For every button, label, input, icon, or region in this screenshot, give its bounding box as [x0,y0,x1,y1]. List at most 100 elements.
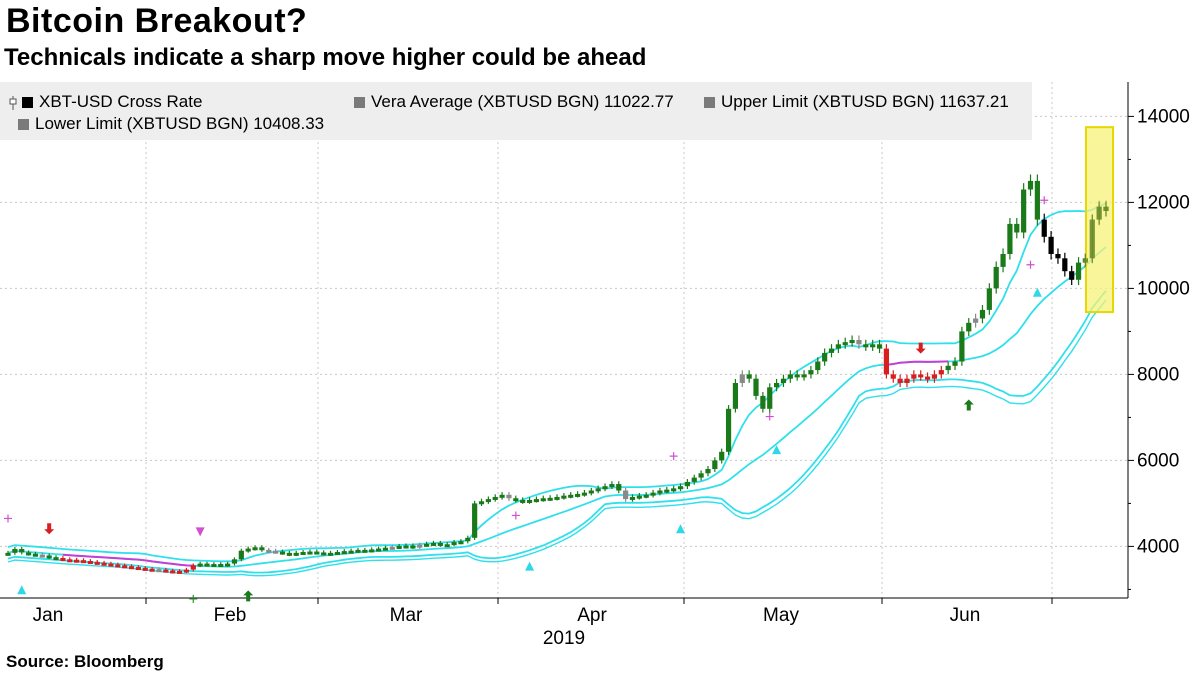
signal-triangle-up [772,445,782,455]
candle-body [293,552,299,556]
candle-body [12,548,18,553]
candle-body [197,563,203,567]
candle-body [231,559,238,564]
candle-body [286,552,292,556]
candle-body [973,318,979,323]
candle-body [616,484,622,491]
candle-body [822,352,828,362]
candle-body [94,561,100,565]
candle-body [499,494,505,498]
candle-body [424,543,430,547]
candle-body [403,545,409,549]
candle-body [1034,180,1040,220]
candle-body [609,484,615,488]
candle-body [307,551,313,555]
candle-body [417,544,423,548]
candle-body [719,451,725,461]
y-tick-label: 8000 [1137,364,1179,385]
y-tick-label: 6000 [1137,450,1179,471]
legend-label: Vera Average (XBTUSD BGN) 11022.77 [371,92,674,111]
candle-body [1055,254,1061,259]
signal-plus [511,511,520,520]
signal-plus [669,452,678,461]
candle-body [698,473,704,478]
candle-body [760,395,766,409]
candle-body [883,348,889,375]
legend-swatch-gray [18,118,29,130]
x-tick-label: Jan [33,605,64,626]
legend-item-lower-limit[interactable]: Lower Limit (XBTUSD BGN) 10408.33 [18,114,324,134]
candle-body [465,537,471,542]
candle-body [67,559,73,563]
signal-plus [765,412,774,421]
candle-body [835,344,841,349]
candle-body [259,547,265,551]
candle-body [856,340,862,345]
candle-body [1027,180,1034,190]
candle-body [993,266,999,289]
candle-body [588,490,594,494]
candle-body [533,499,540,503]
candle-body [684,481,690,487]
legend-swatch-black [22,96,33,108]
candle-body [156,569,162,573]
legend-item-upper-limit[interactable]: Upper Limit (XBTUSD BGN) 11637.21 [704,92,1009,112]
candle-body [183,569,190,573]
candle-body [574,493,581,497]
chart-title: Bitcoin Breakout? [6,2,308,40]
candle-icon [8,95,18,110]
candle-body-highlighted [1103,206,1109,211]
candle-body [849,340,855,343]
candle-body [952,361,958,366]
legend-item-vera-average[interactable]: Vera Average (XBTUSD BGN) 11022.77 [354,92,674,112]
candle-body [540,498,546,502]
signal-plus [1026,260,1035,269]
x-tick-label: Jun [950,605,981,626]
candle-body [60,558,66,562]
candle-body [444,544,450,548]
vera-average-line [7,246,1107,568]
candle-body [382,547,389,551]
candle-body [561,495,567,499]
candle-body [39,554,45,558]
signal-arrow-up [963,399,974,411]
candle-body [526,499,533,503]
candle-body [245,548,251,552]
candle-body [801,374,807,378]
signal-plus [4,514,12,523]
candle-body [472,503,478,538]
candle-body [142,567,148,571]
candle-body [753,378,759,396]
candle-body [863,344,869,348]
candle-body-highlighted [1096,206,1102,220]
candle-body [787,374,793,379]
candle-body [959,331,965,362]
candle-body [190,565,196,570]
candle-body [938,370,944,375]
candle-body [842,342,848,346]
candle-body [657,490,663,494]
y-tick-label: 14000 [1137,106,1190,127]
candle-body [774,383,780,388]
vera-average-down-segment [62,553,194,567]
candle-body [252,547,258,551]
candle-body [671,488,677,492]
candle-body [780,378,787,383]
candle-body [375,548,382,552]
candle-body [46,555,52,559]
candle-body [135,567,141,571]
candle-body [1069,271,1075,280]
candle-body [334,551,340,555]
legend-swatch-gray [704,96,715,108]
candle-body [677,486,684,490]
candle-body [128,566,135,570]
legend-item-cross-rate[interactable]: XBT-USD Cross Rate [8,92,202,112]
candle-body [966,322,972,332]
candle-body [979,309,986,319]
candle-body [890,374,896,379]
candle-body [410,545,416,549]
candle-body [300,551,306,555]
candle-body [732,383,739,409]
upper-limit-line [7,202,1107,563]
candle-body [396,545,402,549]
